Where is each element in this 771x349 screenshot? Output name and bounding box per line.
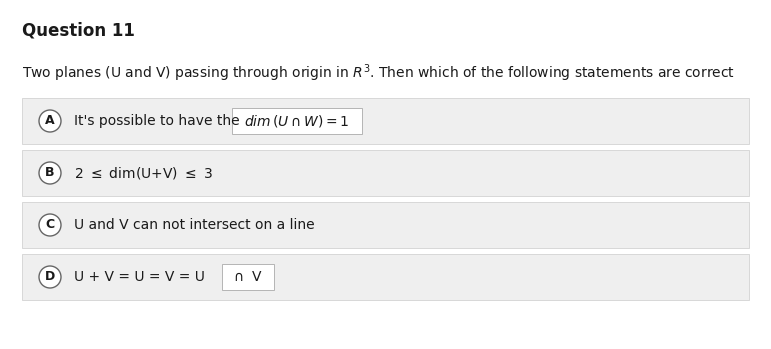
Circle shape (39, 266, 61, 288)
Text: C: C (45, 218, 55, 231)
FancyBboxPatch shape (22, 98, 749, 144)
Text: U + V = U = V = U: U + V = U = V = U (74, 270, 214, 284)
Text: Two planes (U and V) passing through origin in $\mathit{R}^3$. Then which of the: Two planes (U and V) passing through ori… (22, 62, 735, 84)
Circle shape (39, 162, 61, 184)
Text: U and V can not intersect on a line: U and V can not intersect on a line (74, 218, 315, 232)
FancyBboxPatch shape (22, 254, 749, 300)
Text: B: B (45, 166, 55, 179)
FancyBboxPatch shape (232, 108, 362, 134)
Circle shape (39, 110, 61, 132)
Text: A: A (45, 114, 55, 127)
Text: D: D (45, 270, 55, 283)
Text: $\cap$  V: $\cap$ V (233, 270, 263, 284)
Text: It's possible to have the: It's possible to have the (74, 114, 248, 128)
FancyBboxPatch shape (22, 150, 749, 196)
Text: Question 11: Question 11 (22, 22, 135, 40)
Text: $2 \ \leq \ \mathrm{dim(U{+}V)} \ \leq \ 3$: $2 \ \leq \ \mathrm{dim(U{+}V)} \ \leq \… (74, 165, 213, 181)
FancyBboxPatch shape (22, 202, 749, 248)
Circle shape (39, 214, 61, 236)
FancyBboxPatch shape (222, 264, 274, 290)
Text: $\mathit{dim}\,(U \cap W) = 1$: $\mathit{dim}\,(U \cap W) = 1$ (244, 113, 350, 129)
